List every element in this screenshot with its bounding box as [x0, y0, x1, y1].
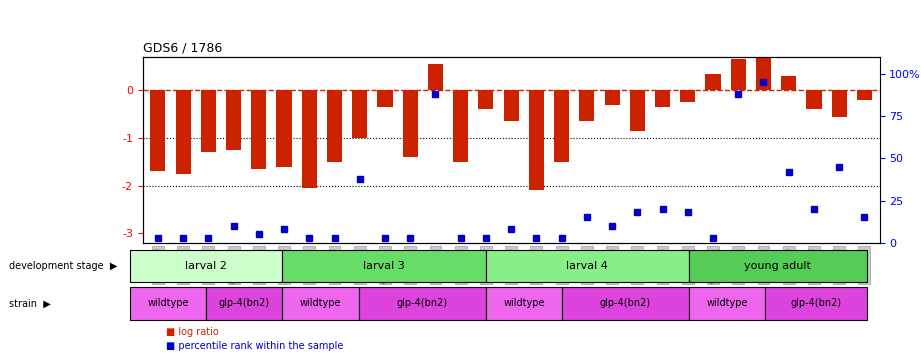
Bar: [554, 90, 569, 162]
FancyBboxPatch shape: [358, 287, 485, 320]
Bar: [478, 90, 494, 110]
Text: ■ percentile rank within the sample: ■ percentile rank within the sample: [166, 341, 344, 351]
Bar: [730, 60, 746, 90]
Bar: [579, 90, 594, 121]
Bar: [630, 90, 645, 131]
Bar: [251, 90, 266, 169]
Bar: [453, 90, 468, 162]
FancyBboxPatch shape: [485, 250, 689, 282]
Bar: [681, 90, 695, 102]
Text: GDS6 / 1786: GDS6 / 1786: [143, 41, 222, 55]
Text: glp-4(bn2): glp-4(bn2): [790, 298, 842, 308]
Bar: [201, 90, 216, 152]
Text: larval 2: larval 2: [185, 261, 227, 271]
Bar: [176, 90, 191, 174]
Bar: [276, 90, 292, 167]
Bar: [428, 64, 443, 90]
Text: wildtype: wildtype: [706, 298, 748, 308]
Bar: [226, 90, 241, 150]
FancyBboxPatch shape: [130, 250, 283, 282]
Bar: [807, 90, 822, 110]
Bar: [857, 90, 872, 100]
FancyBboxPatch shape: [562, 287, 689, 320]
FancyBboxPatch shape: [765, 287, 867, 320]
Bar: [352, 90, 367, 138]
FancyBboxPatch shape: [206, 287, 283, 320]
Bar: [705, 74, 720, 90]
Text: development stage  ▶: development stage ▶: [9, 261, 118, 271]
Text: wildtype: wildtype: [147, 298, 189, 308]
Text: larval 3: larval 3: [363, 261, 405, 271]
FancyBboxPatch shape: [689, 250, 867, 282]
Text: wildtype: wildtype: [300, 298, 342, 308]
Text: young adult: young adult: [744, 261, 811, 271]
Text: glp-4(bn2): glp-4(bn2): [600, 298, 651, 308]
Bar: [327, 90, 342, 162]
FancyBboxPatch shape: [689, 287, 765, 320]
Text: larval 4: larval 4: [566, 261, 608, 271]
FancyBboxPatch shape: [130, 287, 206, 320]
Bar: [604, 90, 620, 105]
Text: glp-4(bn2): glp-4(bn2): [397, 298, 448, 308]
Bar: [402, 90, 418, 157]
Text: ■ log ratio: ■ log ratio: [166, 327, 218, 337]
Bar: [302, 90, 317, 188]
Text: wildtype: wildtype: [503, 298, 544, 308]
FancyBboxPatch shape: [485, 287, 562, 320]
Bar: [150, 90, 166, 171]
Bar: [378, 90, 392, 107]
Bar: [756, 50, 771, 90]
FancyBboxPatch shape: [283, 287, 358, 320]
FancyBboxPatch shape: [283, 250, 485, 282]
Text: strain  ▶: strain ▶: [9, 298, 51, 308]
Text: glp-4(bn2): glp-4(bn2): [219, 298, 270, 308]
Bar: [781, 76, 797, 90]
Bar: [832, 90, 846, 117]
Bar: [529, 90, 544, 190]
Bar: [504, 90, 519, 121]
Bar: [655, 90, 670, 107]
